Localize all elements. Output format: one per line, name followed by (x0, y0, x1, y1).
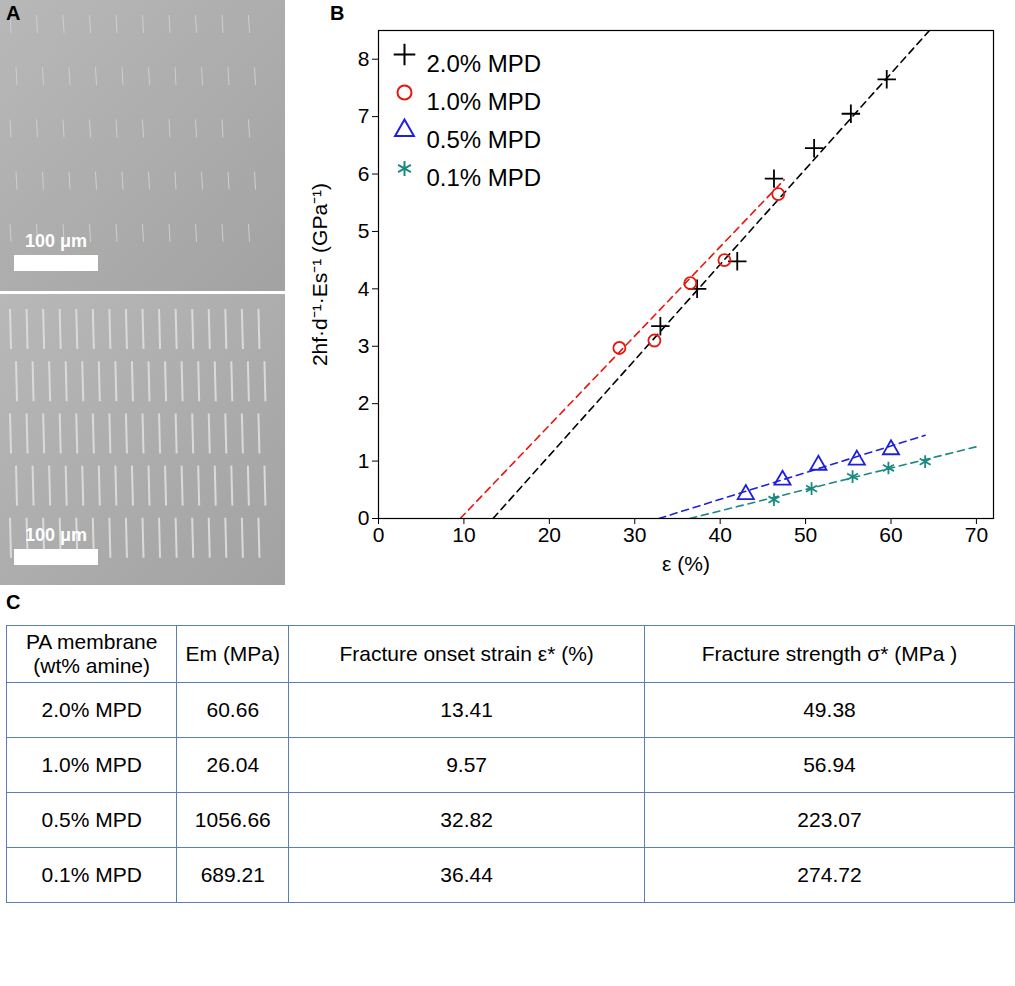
html-text:13.41: 13.41 (440, 698, 493, 721)
svg-text:6: 6 (358, 162, 370, 185)
html-text:Fracture strength σ* (MPa ): Fracture strength σ* (MPa ) (701, 642, 958, 665)
svg-text:0.1% MPD: 0.1% MPD (427, 164, 542, 191)
html-text:223.07: 223.07 (797, 808, 862, 831)
svg-text:4: 4 (358, 277, 370, 300)
svg-text:0: 0 (373, 523, 385, 546)
html-text:36.44: 36.44 (440, 863, 493, 886)
svg-text:7: 7 (358, 104, 370, 127)
svg-text:ε (%): ε (%) (662, 552, 710, 575)
html-text:26.04: 26.04 (206, 753, 260, 776)
svg-text:0.5% MPD: 0.5% MPD (427, 126, 542, 153)
svg-text:60: 60 (879, 523, 902, 546)
svg-text:100 μm: 100 μm (25, 525, 87, 545)
svg-text:100 μm: 100 μm (25, 231, 87, 251)
html-text:274.72: 274.72 (797, 863, 862, 886)
svg-text:3: 3 (358, 334, 370, 357)
html-text:PA membrane (wt% amine): PA membrane (wt% amine) (25, 630, 158, 677)
svg-text:1.0% MPD: 1.0% MPD (427, 88, 542, 115)
html-text:49.38: 49.38 (803, 698, 856, 721)
svg-text:40: 40 (708, 523, 731, 546)
html-text:60.66: 60.66 (206, 698, 260, 721)
svg-text:70: 70 (965, 523, 988, 546)
html-text:56.94: 56.94 (803, 753, 856, 776)
html-text:1.0% MPD: 1.0% MPD (41, 753, 142, 776)
html-text:0.5% MPD: 0.5% MPD (41, 808, 142, 831)
svg-text:30: 30 (623, 523, 646, 546)
svg-text:1: 1 (358, 449, 370, 472)
html-text:32.82: 32.82 (440, 808, 493, 831)
html-text:1056.66: 1056.66 (194, 808, 271, 831)
html-text:2.0% MPD: 2.0% MPD (41, 698, 142, 721)
svg-text:20: 20 (538, 523, 561, 546)
svg-text:A: A (6, 2, 20, 24)
svg-text:8: 8 (358, 47, 370, 70)
svg-text:5: 5 (358, 219, 370, 242)
svg-text:0: 0 (358, 506, 370, 529)
html-text:Em (MPa): Em (MPa) (185, 642, 280, 665)
html-text:Fracture onset strain ε* (%): Fracture onset strain ε* (%) (339, 642, 594, 665)
html-text:B: B (330, 2, 345, 24)
svg-text:50: 50 (794, 523, 817, 546)
html-text:689.21: 689.21 (200, 863, 265, 886)
html-text:9.57: 9.57 (446, 753, 487, 776)
svg-text:2.0% MPD: 2.0% MPD (427, 50, 542, 77)
svg-text:10: 10 (452, 523, 475, 546)
html-text:C: C (6, 591, 21, 613)
html-text:0.1% MPD: 0.1% MPD (41, 863, 142, 886)
svg-text:2hf·d⁻¹·Es⁻¹ (GPa⁻¹): 2hf·d⁻¹·Es⁻¹ (GPa⁻¹) (308, 183, 331, 366)
svg-text:2: 2 (358, 391, 370, 414)
